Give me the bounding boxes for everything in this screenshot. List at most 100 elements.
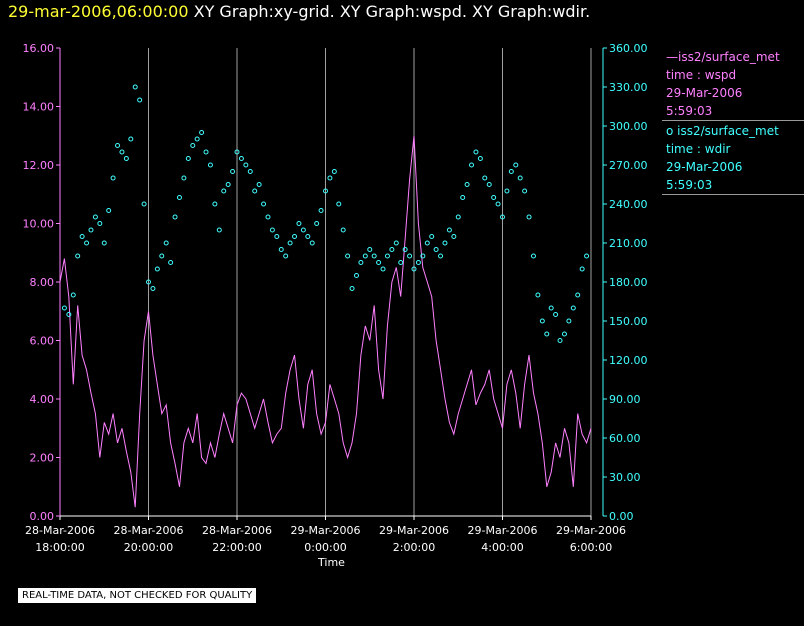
wdir-point: [283, 253, 289, 259]
wspd-series: [59, 135, 592, 508]
right-axis-tick-label: 150.00: [609, 315, 648, 328]
wdir-point: [407, 253, 413, 259]
wdir-point: [75, 253, 81, 259]
wdir-point: [561, 331, 567, 337]
wdir-point: [362, 253, 368, 259]
wdir-point: [70, 292, 76, 298]
wdir-point: [584, 253, 590, 259]
wdir-point: [221, 188, 227, 194]
wdir-point: [212, 201, 218, 207]
wdir-point: [92, 214, 98, 220]
wdir-point: [575, 292, 581, 298]
wdir-point: [194, 136, 200, 142]
chart-header: 29-mar-2006,06:00:00 XY Graph:xy-grid. X…: [8, 2, 590, 21]
wdir-point: [451, 234, 457, 239]
wdir-point: [238, 156, 244, 161]
wdir-point: [115, 143, 121, 148]
wdir-point: [415, 260, 421, 265]
header-graph-names: XY Graph:xy-grid. XY Graph:wspd. XY Grap…: [188, 2, 591, 21]
right-axis-tick-label: 60.00: [609, 432, 641, 445]
wdir-point: [491, 195, 497, 200]
x-tick-label: 4:00:00: [481, 541, 523, 554]
wdir-point: [380, 266, 386, 272]
x-axis-label: Time: [317, 556, 345, 569]
wdir-point: [163, 240, 169, 246]
wdir-point: [256, 182, 262, 187]
legend-entry-wdir: o iss2/surface_met time : wdir 29-Mar-20…: [662, 122, 804, 195]
wdir-point: [345, 253, 351, 259]
x-tick-label: 28-Mar-2006: [25, 524, 95, 537]
right-axis-tick-label: 210.00: [609, 237, 648, 250]
wdir-point: [389, 247, 395, 252]
wdir-point: [278, 247, 284, 252]
right-axis-tick-label: 330.00: [609, 81, 648, 94]
wdir-point: [84, 240, 90, 246]
wdir-point: [181, 175, 187, 181]
wdir-point: [106, 208, 112, 213]
wdir-point: [566, 318, 572, 324]
wdir-point: [269, 227, 275, 233]
left-axis-tick-label: 4.00: [30, 393, 55, 406]
left-axis-tick-label: 0.00: [30, 510, 55, 523]
wdir-point: [225, 182, 231, 187]
wdir-point: [185, 156, 191, 161]
vertical-grid: [59, 48, 592, 516]
wdir-series: [61, 84, 590, 343]
x-tick-label: 29-Mar-2006: [468, 524, 538, 537]
legend-wdir-line4: 5:59:03: [666, 178, 713, 192]
wdir-point: [296, 221, 302, 226]
wdir-point: [349, 286, 355, 291]
wdir-point: [464, 182, 470, 187]
right-axis-tick-label: 240.00: [609, 198, 648, 211]
wdir-point: [172, 214, 178, 220]
x-tick-label: 29-Mar-2006: [556, 524, 626, 537]
wdir-point: [146, 279, 151, 285]
wdir-point: [203, 149, 209, 155]
wdir-point: [539, 318, 545, 324]
axes: 28-Mar-2006 18:00:00 28-Mar-2006 20:00:00 28…: [23, 42, 648, 554]
x-tick-label: 22:00:00: [212, 541, 261, 554]
right-axis-tick-label: 0.00: [609, 510, 634, 523]
wdir-point: [132, 84, 138, 90]
x-tick-label: 2:00:00: [393, 541, 435, 554]
wdir-point: [340, 227, 346, 233]
wdir-point: [274, 234, 280, 239]
x-tick-label: 6:00:00: [570, 541, 612, 554]
legend: —iss2/surface_met time : wspd 29-Mar-200…: [662, 48, 804, 195]
wdir-point: [119, 149, 125, 155]
x-tick-label: 29-Mar-2006: [291, 524, 361, 537]
wdir-point: [446, 227, 452, 233]
wdir-point: [88, 227, 94, 233]
legend-wdir-line2: time : wdir: [666, 142, 731, 156]
wdir-point: [137, 97, 143, 103]
wspd-line: [59, 135, 592, 508]
wdir-point: [535, 292, 541, 298]
wdir-point: [159, 253, 165, 259]
wdir-point: [411, 266, 417, 272]
wdir-point: [305, 234, 311, 239]
wdir-point: [455, 214, 461, 220]
legend-wspd-line1: —iss2/surface_met: [666, 50, 780, 64]
wdir-point: [110, 175, 116, 181]
wdir-point: [101, 240, 107, 246]
wdir-point: [371, 253, 377, 259]
legend-wdir-line3: 29-Mar-2006: [666, 160, 743, 174]
wdir-point: [424, 240, 430, 246]
wdir-point: [438, 253, 444, 259]
wdir-point: [168, 260, 174, 265]
header-timestamp: 29-mar-2006,06:00:00: [8, 2, 189, 21]
wdir-point: [469, 162, 475, 168]
x-tick-label: 18:00:00: [35, 541, 84, 554]
wdir-point: [247, 169, 253, 174]
wdir-point: [123, 156, 129, 161]
wdir-point: [336, 201, 342, 207]
wdir-point: [530, 253, 536, 259]
wdir-point: [517, 175, 523, 181]
wdir-point: [393, 240, 399, 246]
left-axis-tick-label: 16.00: [23, 42, 55, 55]
wdir-point: [265, 214, 271, 220]
x-tick-label: 28-Mar-2006: [202, 524, 272, 537]
left-axis-tick-label: 12.00: [23, 159, 55, 172]
wdir-point: [234, 149, 240, 155]
wdir-point: [261, 201, 267, 207]
